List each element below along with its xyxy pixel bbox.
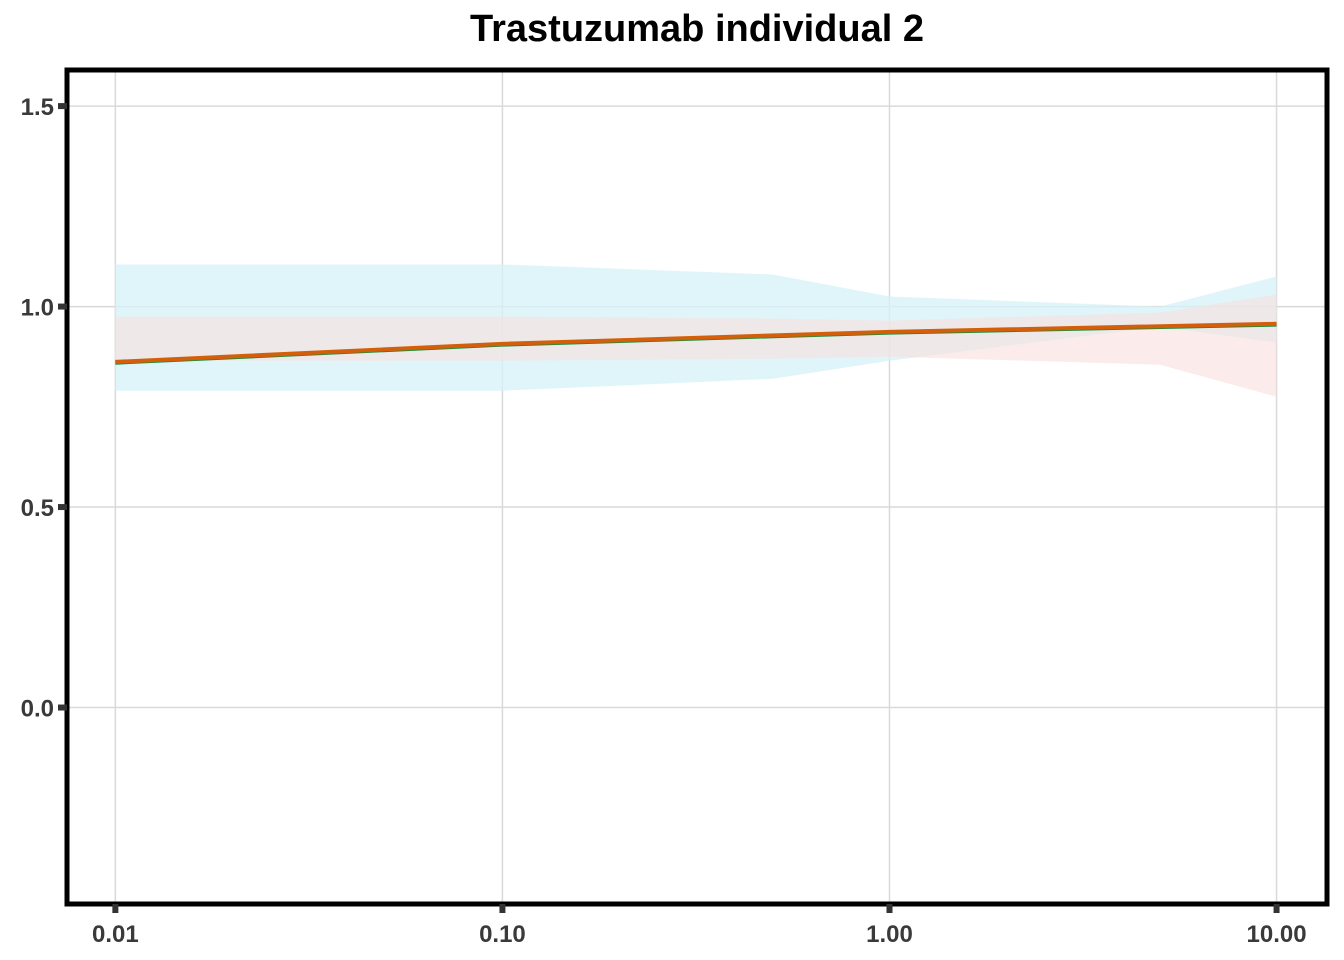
grid-lines [67,70,1327,904]
series-line [115,321,1277,364]
plot-frame [64,67,1330,907]
confidence-bands [115,264,1277,397]
y-tick-label: 0.0 [21,696,54,723]
axis-ticks: 0.01 0.10 1.00 10.00 0.0 0.5 1.0 1.5 [21,94,1307,948]
y-tick-label: 1.0 [21,295,54,322]
y-tick-label: 0.5 [21,495,54,522]
x-tick-label: 10.00 [1247,921,1307,948]
x-tick-label: 0.01 [92,921,139,948]
confidence-band [115,294,1277,397]
chart-title: Trastuzumab individual 2 [470,8,924,50]
x-tick-label: 0.10 [479,921,526,948]
series-lines [115,321,1277,365]
x-tick-label: 1.00 [866,921,913,948]
y-tick-label: 1.5 [21,94,54,121]
